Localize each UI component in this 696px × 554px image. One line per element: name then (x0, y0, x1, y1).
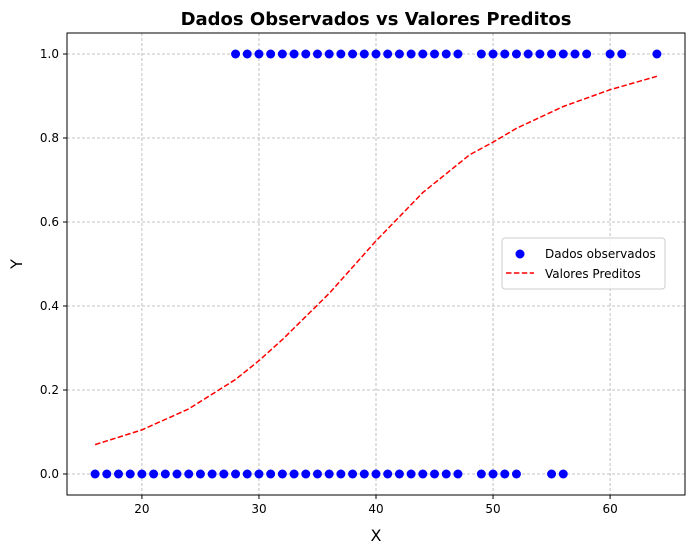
y-axis: 0.0 0.2 0.4 0.6 0.8 1.0 (40, 47, 67, 481)
y-tick-label: 0.8 (40, 131, 59, 145)
observed-point (652, 49, 662, 59)
observed-point (476, 49, 486, 59)
y-tick-label: 0.0 (40, 467, 59, 481)
observed-point (500, 49, 510, 59)
y-tick-label: 0.6 (40, 215, 59, 229)
x-tick-label: 50 (485, 502, 500, 516)
observed-point (535, 49, 545, 59)
observed-point (242, 469, 252, 479)
observed-point (617, 49, 627, 59)
observed-point (453, 49, 463, 59)
observed-point (336, 469, 346, 479)
observed-point (558, 469, 568, 479)
x-tick-label: 20 (134, 502, 149, 516)
observed-point (324, 49, 334, 59)
observed-point (277, 469, 287, 479)
chart-title: Dados Observados vs Valores Preditos (181, 9, 572, 30)
observed-point (324, 469, 334, 479)
observed-point (547, 469, 557, 479)
observed-point (289, 49, 299, 59)
observed-point (266, 469, 276, 479)
observed-point (406, 49, 416, 59)
observed-point (441, 49, 451, 59)
observed-point (488, 469, 498, 479)
observed-point (312, 49, 322, 59)
observed-point (418, 469, 428, 479)
observed-point (184, 469, 194, 479)
observed-point (418, 49, 428, 59)
observed-point (511, 49, 521, 59)
observed-point (254, 469, 264, 479)
observed-point (547, 49, 557, 59)
observed-point (441, 469, 451, 479)
observed-point (500, 469, 510, 479)
observed-point (511, 469, 521, 479)
observed-point (301, 49, 311, 59)
observed-point (266, 49, 276, 59)
x-axis: 20 30 40 50 60 (134, 495, 618, 516)
observed-point (453, 469, 463, 479)
legend-label-observed: Dados observados (545, 247, 656, 261)
y-axis-label: Y (7, 259, 26, 270)
x-tick-label: 40 (368, 502, 383, 516)
observed-point (137, 469, 147, 479)
observed-point (195, 469, 205, 479)
observed-point (219, 469, 229, 479)
observed-point (207, 469, 217, 479)
observed-point (558, 49, 568, 59)
observed-point (394, 49, 404, 59)
predicted-line (94, 75, 658, 446)
plot-marks (90, 49, 662, 479)
observed-point (277, 49, 287, 59)
observed-point (242, 49, 252, 59)
observed-point (371, 469, 381, 479)
observed-point (359, 49, 369, 59)
x-tick-label: 60 (602, 502, 617, 516)
observed-point (383, 49, 393, 59)
y-tick-label: 0.4 (40, 299, 59, 313)
observed-point (394, 469, 404, 479)
observed-point (570, 49, 580, 59)
observed-point (430, 49, 440, 59)
observed-point (289, 469, 299, 479)
observed-point (359, 469, 369, 479)
observed-point (301, 469, 311, 479)
observed-point (523, 49, 533, 59)
observed-point (254, 49, 264, 59)
observed-point (114, 469, 123, 479)
observed-point (430, 469, 440, 479)
observed-point (149, 469, 159, 479)
observed-point (172, 469, 182, 479)
legend-marker-observed (515, 249, 525, 259)
observed-point (348, 49, 358, 59)
observed-point (488, 49, 498, 59)
legend-label-predicted: Valores Preditos (545, 267, 641, 281)
observed-point (231, 469, 241, 479)
observed-point (476, 469, 486, 479)
y-tick-label: 1.0 (40, 47, 59, 61)
observed-point (231, 49, 241, 59)
observed-point (312, 469, 322, 479)
observed-point (336, 49, 346, 59)
observed-point (90, 469, 100, 479)
observed-point (160, 469, 170, 479)
observed-point (102, 469, 112, 479)
observed-point (406, 469, 416, 479)
observed-point (371, 49, 381, 59)
observed-point (125, 469, 135, 479)
observed-point (383, 469, 393, 479)
observed-point (582, 49, 592, 59)
observed-point (605, 49, 615, 59)
legend-box (501, 237, 666, 290)
y-tick-label: 0.2 (40, 383, 59, 397)
legend: Dados observados Valores Preditos (501, 237, 666, 290)
x-tick-label: 30 (251, 502, 266, 516)
observed-point (348, 469, 358, 479)
x-axis-label: X (371, 526, 382, 545)
